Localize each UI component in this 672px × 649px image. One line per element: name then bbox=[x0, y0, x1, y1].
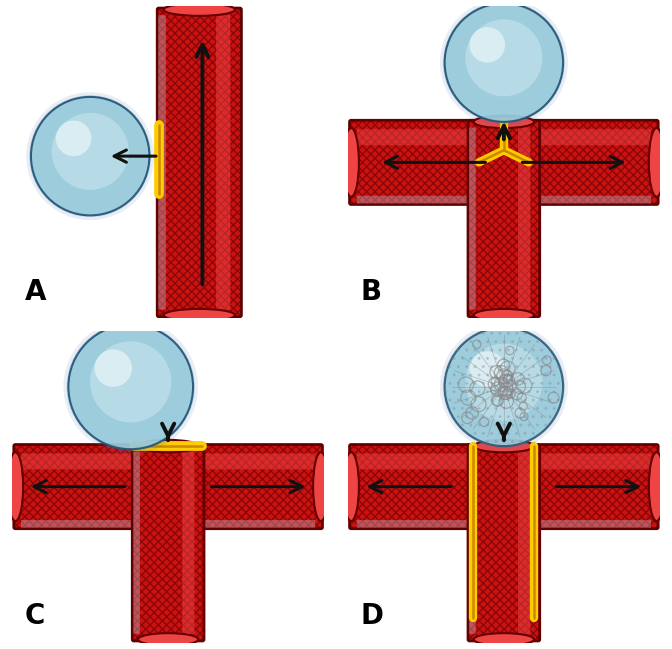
Text: D: D bbox=[360, 602, 384, 630]
Ellipse shape bbox=[649, 128, 665, 197]
Ellipse shape bbox=[313, 452, 329, 521]
Circle shape bbox=[63, 319, 198, 454]
FancyBboxPatch shape bbox=[469, 452, 476, 634]
FancyBboxPatch shape bbox=[469, 127, 476, 310]
Circle shape bbox=[443, 326, 565, 448]
FancyBboxPatch shape bbox=[518, 127, 530, 310]
Circle shape bbox=[440, 323, 568, 451]
FancyBboxPatch shape bbox=[216, 15, 230, 310]
Circle shape bbox=[52, 113, 129, 190]
Circle shape bbox=[443, 1, 565, 123]
Ellipse shape bbox=[7, 452, 23, 521]
FancyBboxPatch shape bbox=[357, 196, 651, 204]
FancyBboxPatch shape bbox=[133, 452, 140, 634]
FancyBboxPatch shape bbox=[14, 445, 323, 529]
Circle shape bbox=[31, 97, 149, 215]
Ellipse shape bbox=[343, 128, 359, 197]
Text: C: C bbox=[25, 602, 45, 630]
FancyBboxPatch shape bbox=[21, 520, 315, 528]
Circle shape bbox=[470, 27, 505, 62]
FancyBboxPatch shape bbox=[157, 8, 241, 317]
Circle shape bbox=[445, 328, 563, 446]
Ellipse shape bbox=[164, 3, 235, 16]
Circle shape bbox=[95, 349, 132, 387]
Circle shape bbox=[26, 92, 154, 220]
Circle shape bbox=[69, 324, 193, 449]
Ellipse shape bbox=[474, 116, 534, 128]
FancyBboxPatch shape bbox=[357, 454, 651, 469]
Ellipse shape bbox=[343, 452, 359, 521]
Ellipse shape bbox=[474, 440, 534, 452]
Ellipse shape bbox=[164, 309, 235, 321]
FancyBboxPatch shape bbox=[468, 445, 540, 641]
FancyBboxPatch shape bbox=[357, 129, 651, 145]
Text: A: A bbox=[25, 278, 46, 306]
Circle shape bbox=[29, 95, 151, 217]
Ellipse shape bbox=[649, 452, 665, 521]
Circle shape bbox=[470, 351, 505, 387]
Text: B: B bbox=[360, 278, 382, 306]
FancyBboxPatch shape bbox=[349, 120, 658, 204]
Circle shape bbox=[440, 0, 568, 127]
Circle shape bbox=[56, 121, 91, 156]
FancyBboxPatch shape bbox=[21, 454, 315, 469]
FancyBboxPatch shape bbox=[132, 445, 204, 641]
Circle shape bbox=[466, 343, 542, 421]
Circle shape bbox=[445, 3, 563, 122]
FancyBboxPatch shape bbox=[158, 15, 166, 310]
Circle shape bbox=[67, 323, 195, 451]
FancyBboxPatch shape bbox=[468, 120, 540, 317]
Ellipse shape bbox=[474, 633, 534, 646]
Circle shape bbox=[90, 341, 171, 422]
Circle shape bbox=[466, 19, 542, 96]
Ellipse shape bbox=[474, 309, 534, 321]
FancyBboxPatch shape bbox=[182, 452, 194, 634]
FancyBboxPatch shape bbox=[349, 445, 658, 529]
FancyBboxPatch shape bbox=[357, 520, 651, 528]
FancyBboxPatch shape bbox=[518, 452, 530, 634]
Ellipse shape bbox=[138, 633, 198, 646]
Ellipse shape bbox=[138, 440, 198, 452]
